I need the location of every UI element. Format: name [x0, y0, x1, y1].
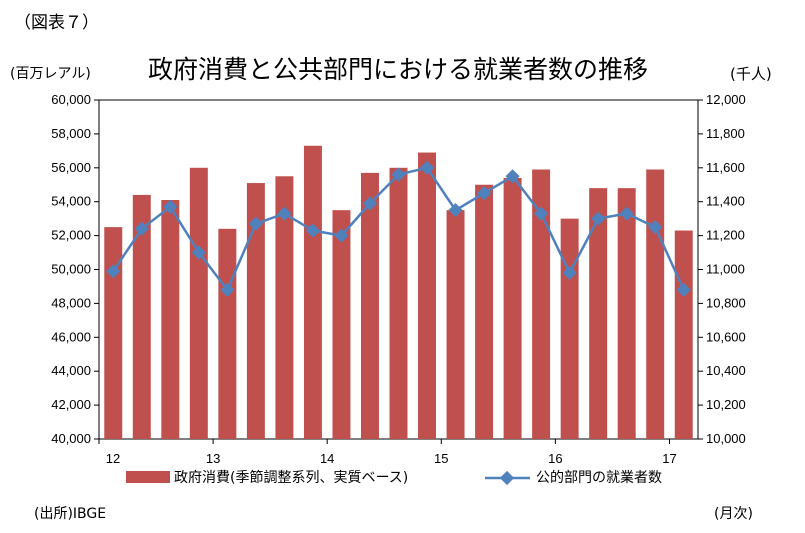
line-point-public-employment	[448, 203, 463, 218]
right-axis-tick-label: 11,400	[706, 194, 745, 209]
line-point-public-employment	[477, 186, 492, 201]
bar-government-consumption	[360, 172, 379, 439]
line-point-public-employment	[562, 265, 577, 280]
left-axis-tick-label: 42,000	[51, 397, 91, 412]
right-axis-tick-label: 11,200	[706, 228, 745, 243]
bar-government-consumption	[617, 188, 636, 439]
x-axis-tick-label: 12	[106, 451, 120, 466]
line-point-public-employment	[391, 167, 406, 182]
bar-government-consumption	[418, 152, 437, 440]
left-axis-tick-label: 44,000	[51, 363, 91, 378]
line-point-public-employment	[305, 223, 320, 238]
line-point-public-employment	[619, 206, 634, 221]
left-axis-tick-label: 60,000	[51, 92, 91, 107]
line-point-public-employment	[106, 264, 121, 279]
line-point-public-employment	[134, 221, 149, 236]
bar-government-consumption	[275, 176, 294, 439]
period-unit: (月次)	[714, 506, 753, 522]
bar-government-consumption	[475, 184, 494, 439]
bar-government-consumption	[646, 169, 665, 439]
source-note: (出所)IBGE	[34, 506, 107, 522]
x-axis-tick-label: 15	[434, 451, 448, 466]
bar-government-consumption	[132, 194, 151, 439]
right-axis-tick-label: 10,000	[706, 431, 746, 446]
line-point-public-employment	[277, 206, 292, 221]
line-point-public-employment	[534, 206, 549, 221]
left-axis-tick-label: 56,000	[51, 160, 91, 175]
bar-government-consumption	[503, 177, 522, 439]
left-axis-tick-label: 50,000	[51, 262, 91, 277]
x-axis-tick-label: 14	[320, 451, 334, 466]
right-axis-tick-label: 10,200	[706, 397, 746, 412]
line-point-public-employment	[334, 228, 349, 243]
left-axis-tick-label: 52,000	[51, 228, 91, 243]
left-axis-tick-label: 46,000	[51, 329, 91, 344]
left-axis-tick-label: 58,000	[51, 126, 91, 141]
right-axis-tick-label: 12,000	[706, 92, 746, 107]
x-axis-tick-label: 17	[662, 451, 676, 466]
legend-swatch-marker	[499, 470, 515, 486]
right-axis-tick-label: 11,800	[706, 126, 745, 141]
right-axis-tick-label: 10,600	[706, 329, 746, 344]
bar-government-consumption	[446, 210, 465, 439]
bar-government-consumption	[674, 230, 693, 439]
right-axis-tick-label: 10,400	[706, 363, 746, 378]
line-point-public-employment	[220, 282, 235, 297]
figure-label: （図表７）	[14, 13, 99, 33]
legend-label-bar: 政府消費(季節調整系列、実質ベース)	[174, 469, 408, 486]
bar-government-consumption	[532, 169, 551, 439]
bar-government-consumption	[161, 200, 180, 439]
line-point-public-employment	[419, 160, 435, 175]
bar-government-consumption	[218, 228, 237, 439]
line-point-public-employment	[362, 196, 378, 211]
bar-government-consumption	[560, 218, 579, 439]
bar-government-consumption	[246, 183, 265, 439]
line-point-public-employment	[676, 282, 691, 297]
bar-government-consumption	[389, 167, 408, 440]
left-axis-unit: (百万レアル)	[10, 66, 91, 82]
left-axis-tick-label: 54,000	[51, 194, 91, 209]
x-axis-tick-label: 13	[206, 451, 220, 466]
left-axis-tick-label: 48,000	[51, 295, 91, 310]
line-point-public-employment	[163, 199, 178, 214]
chart-title: 政府消費と公共部門における就業者数の推移	[148, 55, 649, 84]
bar-government-consumption	[332, 210, 351, 439]
line-point-public-employment	[248, 216, 263, 231]
right-axis-unit: (千人)	[730, 65, 772, 83]
x-axis-tick-label: 16	[548, 451, 562, 466]
bar-government-consumption	[189, 167, 208, 440]
line-point-public-employment	[648, 220, 663, 235]
line-point-public-employment	[591, 211, 606, 226]
bar-government-consumption	[589, 188, 608, 439]
legend-swatch-bar	[126, 471, 170, 483]
right-axis-tick-label: 10,800	[706, 295, 746, 310]
left-axis-tick-label: 40,000	[51, 431, 91, 446]
right-axis-tick-label: 11,000	[706, 262, 745, 277]
legend-label-line: 公的部門の就業者数	[536, 470, 662, 486]
bar-government-consumption	[104, 227, 123, 439]
bar-government-consumption	[303, 145, 322, 439]
right-axis-tick-label: 11,600	[706, 160, 745, 175]
